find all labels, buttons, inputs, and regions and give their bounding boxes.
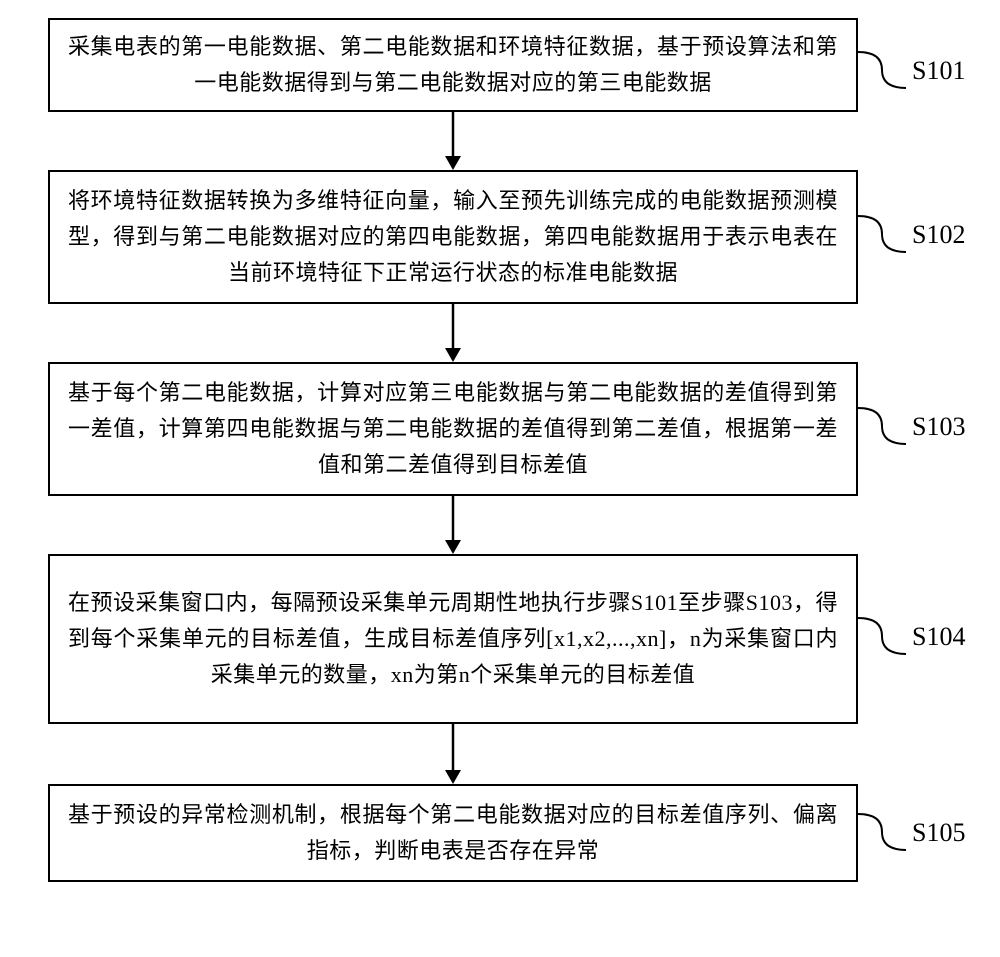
step-box-s102: 将环境特征数据转换为多维特征向量，输入至预先训练完成的电能数据预测模型，得到与第…	[48, 170, 858, 304]
step-box-s104: 在预设采集窗口内，每隔预设采集单元周期性地执行步骤S101至步骤S103，得到每…	[48, 554, 858, 724]
flowchart-canvas: 采集电表的第一电能数据、第二电能数据和环境特征数据，基于预设算法和第一电能数据得…	[0, 0, 1000, 957]
step-box-s105: 基于预设的异常检测机制，根据每个第二电能数据对应的目标差值序列、偏离指标，判断电…	[48, 784, 858, 882]
step-label-s105: S105	[912, 818, 965, 848]
step-text-s103: 基于每个第二电能数据，计算对应第三电能数据与第二电能数据的差值得到第一差值，计算…	[68, 375, 838, 484]
step-label-s101: S101	[912, 56, 965, 86]
step-label-s104: S104	[912, 622, 965, 652]
step-label-s102: S102	[912, 220, 965, 250]
step-box-s101: 采集电表的第一电能数据、第二电能数据和环境特征数据，基于预设算法和第一电能数据得…	[48, 18, 858, 112]
step-label-s103: S103	[912, 412, 965, 442]
step-text-s105: 基于预设的异常检测机制，根据每个第二电能数据对应的目标差值序列、偏离指标，判断电…	[68, 797, 838, 870]
step-text-s102: 将环境特征数据转换为多维特征向量，输入至预先训练完成的电能数据预测模型，得到与第…	[68, 183, 838, 292]
step-text-s101: 采集电表的第一电能数据、第二电能数据和环境特征数据，基于预设算法和第一电能数据得…	[68, 29, 838, 102]
step-text-s104: 在预设采集窗口内，每隔预设采集单元周期性地执行步骤S101至步骤S103，得到每…	[68, 585, 838, 694]
step-box-s103: 基于每个第二电能数据，计算对应第三电能数据与第二电能数据的差值得到第一差值，计算…	[48, 362, 858, 496]
